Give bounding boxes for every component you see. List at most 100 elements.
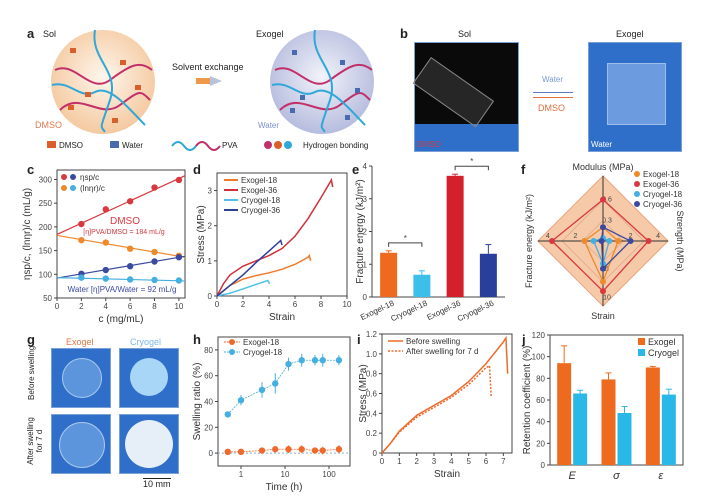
h-xtick-label: 10 [281,470,290,479]
i-legend-label: After swelling for 7 d [406,347,478,356]
h-point [258,447,266,454]
h-xtick-label: 100 [322,470,336,479]
f-axis-tick-label: 10 [603,294,611,301]
e-ytick-label: 0 [363,293,368,302]
f-legend-marker [634,171,640,177]
h-series-line [227,359,339,415]
d-xtick-label: 4 [267,300,272,309]
h-point [272,446,279,453]
i-ylabel: Stress (MPa) [358,364,369,422]
e-ylabel: Fracture energy (kJ/m²) [355,179,366,283]
exogel-after-photo [51,414,111,474]
d-legend-label: Exogel-36 [241,186,278,195]
d-ytick-label: 1 [208,257,213,266]
h-legend-marker [229,339,235,345]
c-fit-line [56,277,186,282]
panel-label-i: i [357,332,361,347]
e-significance-label: * [470,157,473,166]
f-legend-marker [634,181,640,187]
f-legend-marker [634,201,640,207]
c-point [78,220,85,228]
j-ytick-label: 80 [536,374,545,383]
f-series-point [615,238,622,244]
legend-water-icon [110,141,119,148]
col-label-exogel: Exogel [66,337,94,347]
c-point [126,245,134,252]
d-xlabel: Strain [269,312,295,323]
e-significance-label: * [404,234,407,243]
c-ytick-label: 100 [39,270,53,279]
c-point [151,248,158,256]
d-legend-label: Cryogel-18 [241,196,281,205]
c-legend-label: (lnηr)/c [80,184,105,193]
f-axis-label-modulus: Modulus (MPa) [572,162,633,172]
e-ytick-label: 1 [363,260,368,269]
j-bar [661,394,676,465]
c-point [102,266,109,274]
j-legend-marker [638,349,645,356]
e-category-label: Cryogel-18 [389,298,429,323]
c-point [175,254,183,261]
panel-a-sol-title: Sol [43,29,57,39]
f-series-point [600,224,606,231]
d-series-line [216,279,271,297]
exogel-photo: Water [588,42,682,152]
f-series-point [645,238,652,244]
d-xtick-label: 2 [241,300,246,309]
f-series-point [598,238,605,244]
i-ytick-label: 1.2 [366,330,378,339]
h-point [298,446,305,453]
c-xtick-label: 8 [152,302,157,311]
panel-label-e: e [352,162,360,177]
h-ylabel: Swelling ratio (%) [192,363,203,441]
c-ytick-label: 300 [39,175,53,184]
f-series-point [600,265,606,272]
f-axis-label-fracture: Fracture energy (kJ/m²) [524,194,534,288]
f-series-point [549,238,556,244]
i-xtick-label: 1 [397,457,402,466]
c-annotation-dmso-value: [η]PVA/DMSO = 184 mL/g [83,229,164,236]
c-ytick-label: 50 [43,294,52,303]
c-xtick-label: 10 [174,302,183,311]
h-point [237,448,245,456]
e-bar [380,252,398,297]
i-xtick-label: 2 [414,457,419,466]
row-label-before: Before swelling [27,345,36,400]
j-legend-marker [638,338,645,345]
d-xtick-label: 6 [293,300,298,309]
panel-label-d: d [193,162,201,177]
c-fit-line [56,234,186,258]
i-ytick-label: 0.8 [366,370,378,379]
scale-bar: 10 mm [143,478,171,489]
j-legend-label: Exogel [648,337,676,347]
f-legend-label: Exogel-36 [643,180,680,189]
j-ytick-label: 120 [532,331,546,340]
cryogel-before-photo [119,348,179,408]
e-bar [479,253,497,297]
i-series-line [381,364,492,454]
f-axis-tick-label: 2 [629,233,633,240]
j-category-label: ε [658,470,663,482]
f-axis-tick-label: 4 [656,233,660,240]
c-ytick-label: 150 [39,247,53,256]
solvent-exchange-label: Solvent exchange [172,62,244,72]
panel-b-exogel-title: Exogel [616,29,644,39]
c-point [175,176,183,184]
e-ytick-label: 2 [363,228,368,237]
h-ytick-label: 0 [209,449,214,458]
c-xlabel: c (mg/mL) [99,314,144,325]
panel-label-h: h [193,332,201,347]
c-ytick-label: 250 [39,199,53,208]
f-series-point [627,238,634,244]
sol-vial-photo: DMSO [412,42,519,152]
c-point [126,198,134,205]
h-ytick-label: 80 [204,346,213,355]
f-legend-marker [634,191,640,197]
legend-dmso-icon [47,141,56,148]
i-ytick-label: 0.4 [366,409,378,418]
exogel-before-photo [51,348,111,408]
h-legend-label: Cryogel-18 [243,348,283,357]
panel-label-g: g [27,332,35,347]
h-ytick-label: 60 [204,372,213,381]
